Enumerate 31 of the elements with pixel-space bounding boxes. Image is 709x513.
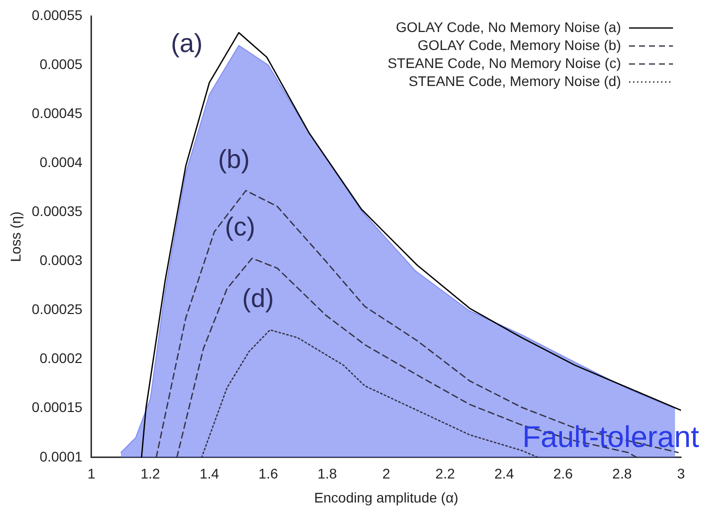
legend-label: STEANE Code, No Memory Noise (c) [388, 54, 621, 71]
annotation: (d) [242, 283, 274, 314]
x-tick-label: 2.8 [612, 466, 632, 482]
annotation: (a) [170, 28, 203, 58]
y-tick-label: 0.0001 [40, 448, 83, 464]
legend-label: GOLAY Code, No Memory Noise (a) [396, 18, 621, 35]
y-tick-label: 0.00055 [32, 6, 83, 23]
x-tick-label: 2.6 [553, 466, 574, 482]
y-axis-title: Loss (η) [7, 211, 24, 262]
y-tick-label: 0.00025 [32, 301, 83, 318]
y-tick-label: 0.0005 [40, 56, 83, 72]
x-tick-label: 1 [88, 466, 96, 482]
y-tick-label: 0.0003 [40, 252, 83, 268]
y-tick-label: 0.00015 [32, 399, 83, 416]
y-tick-label: 0.00045 [32, 104, 83, 121]
x-tick-label: 2.2 [435, 466, 456, 482]
annotation: (c) [224, 211, 256, 242]
x-tick-label: 3 [677, 466, 686, 482]
x-tick-label: 1.6 [258, 466, 278, 482]
x-tick-label: 1.8 [318, 466, 338, 482]
x-axis-title: Encoding amplitude (α) [314, 489, 458, 506]
y-tick-label: 0.0002 [40, 350, 83, 366]
x-tick-label: 1.2 [140, 466, 160, 482]
x-tick-label: 2 [382, 466, 390, 482]
x-tick-label: 2.4 [494, 466, 514, 482]
x-tick-label: 1.4 [200, 466, 220, 482]
annotation: (b) [218, 144, 250, 174]
legend-label: STEANE Code, Memory Noise (d) [408, 72, 621, 89]
y-tick-label: 0.00035 [32, 203, 83, 220]
legend-label: GOLAY Code, Memory Noise (b) [418, 36, 621, 53]
y-tick-label: 0.0004 [40, 154, 83, 170]
